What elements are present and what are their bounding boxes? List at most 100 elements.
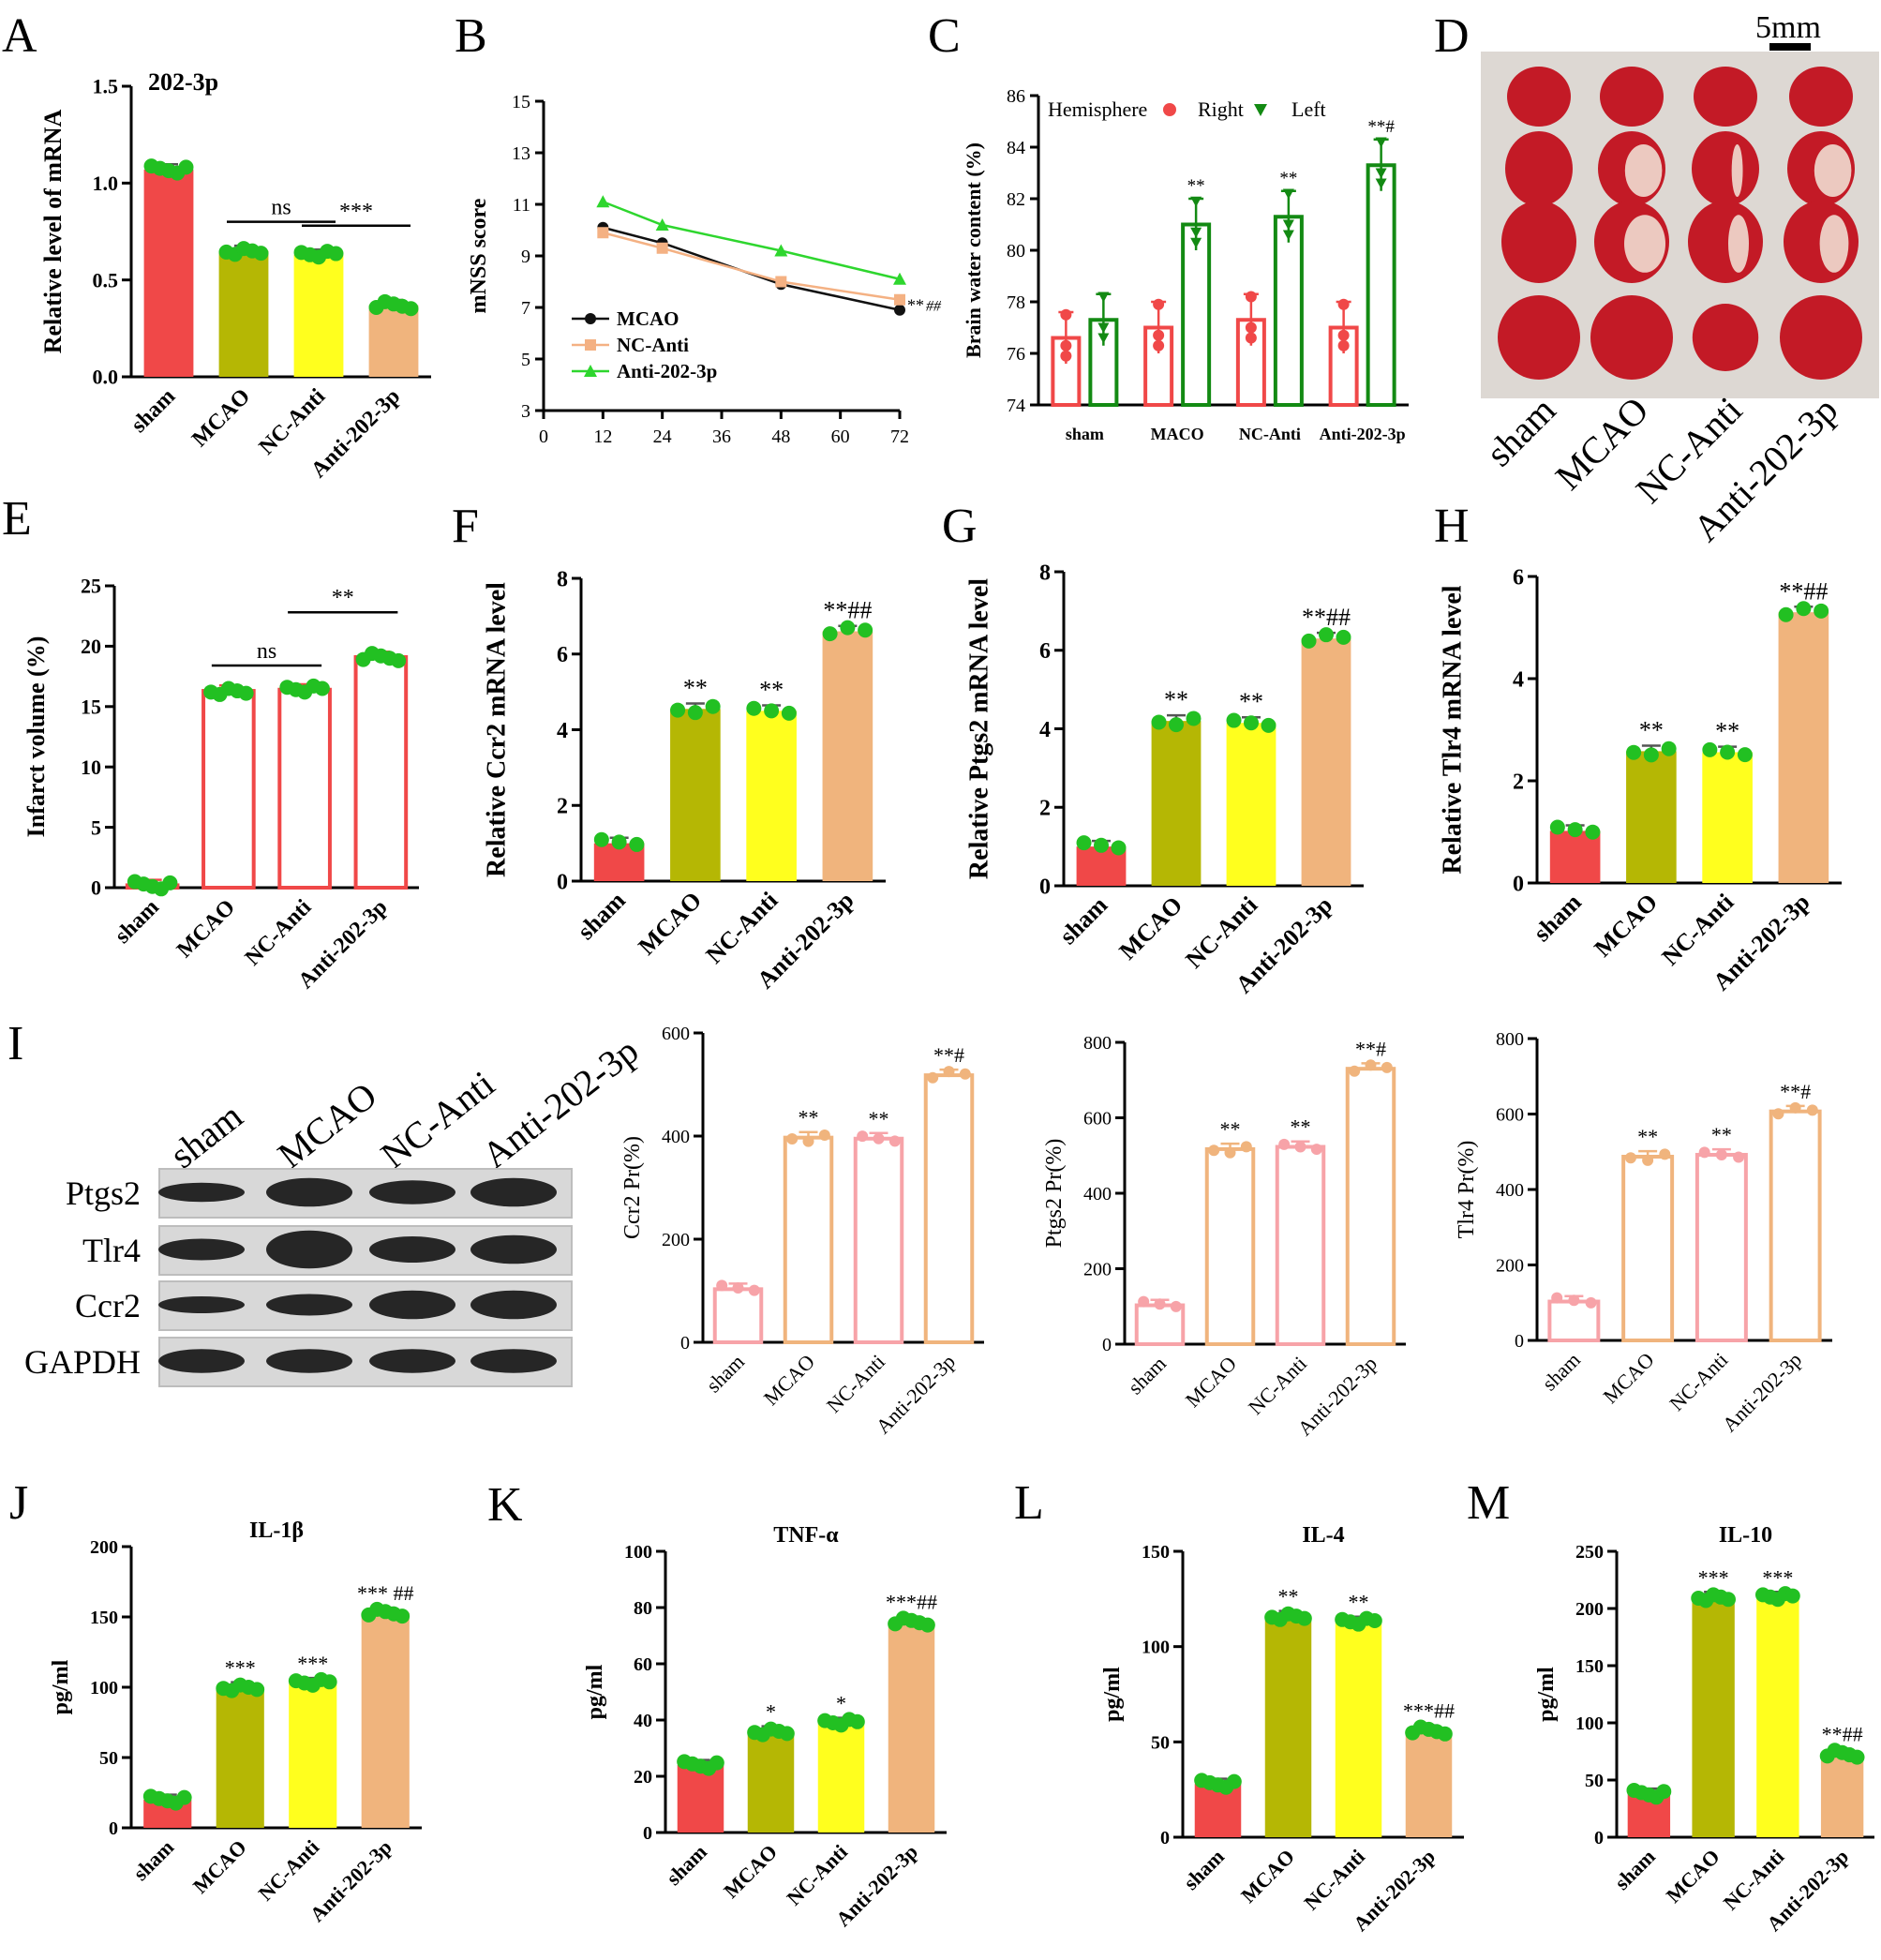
x-tick-label: 24 (653, 426, 672, 447)
bar-Anti-202-3p (1778, 612, 1829, 883)
y-tick-label: 1.0 (93, 172, 119, 195)
data-point (1190, 196, 1202, 207)
category-label: MCAO (1181, 1352, 1241, 1412)
series-point (775, 276, 787, 288)
comparison-label: ** (332, 586, 354, 610)
panel-letter-C: C (928, 9, 961, 63)
significance-mark: **## (1822, 1722, 1863, 1745)
y-axis-label: Ptgs2 Pr(%) (1042, 1139, 1067, 1249)
category-label: MCAO (759, 1350, 819, 1410)
legend-marker-left (1254, 104, 1267, 116)
significance-mark: ** (1278, 1585, 1299, 1608)
legend-marker (585, 339, 596, 351)
data-point (748, 1284, 760, 1296)
bar-NC-Anti (289, 1683, 337, 1828)
significance-mark: * (766, 1700, 776, 1724)
data-point (1336, 629, 1351, 645)
blot-row-label: Ptgs2 (66, 1175, 141, 1212)
data-point (1642, 1154, 1654, 1166)
y-axis-label: Relative Ptgs2 mRNA level (964, 578, 993, 879)
category-label: NC-Anti (1665, 1348, 1732, 1415)
data-point (781, 705, 797, 721)
bar-NC-Anti (1226, 723, 1276, 886)
series-point (596, 195, 610, 208)
data-point (1138, 1295, 1150, 1308)
category-label: sham (1124, 1352, 1172, 1399)
y-tick-label: 50 (1585, 1771, 1604, 1791)
data-point (1097, 292, 1110, 303)
chart-title: IL-1β (249, 1519, 304, 1543)
data-point (1778, 606, 1794, 622)
data-point (1060, 350, 1072, 362)
data-point (943, 1066, 955, 1078)
bar-sham (712, 1287, 764, 1344)
category-label: MCAO (1114, 891, 1188, 965)
significance-mark: **# (1780, 1080, 1811, 1103)
scale-bar (1769, 43, 1811, 51)
data-point (849, 1713, 865, 1729)
data-point (1381, 1061, 1393, 1073)
bar-MCAO (1151, 721, 1202, 886)
y-tick-label: 0.0 (93, 366, 119, 389)
significance-mark: ** (1187, 176, 1205, 196)
y-tick-label: 20 (634, 1767, 652, 1788)
data-point (779, 1726, 795, 1742)
data-point (1659, 1148, 1671, 1160)
significance-mark: ** (1164, 686, 1188, 713)
data-point (176, 1789, 192, 1805)
data-point (1296, 1610, 1312, 1626)
data-point (818, 1130, 830, 1142)
blot-row-label: Tlr4 (82, 1232, 141, 1269)
y-tick-label: 200 (1575, 1599, 1604, 1620)
blot-rows: Ptgs2 Tlr4 Ccr2 GAPDH (24, 1168, 573, 1387)
category-label: MCAO (1589, 889, 1663, 963)
significance-mark: *** (297, 1652, 328, 1675)
data-point (716, 1279, 728, 1292)
significance-mark: **# (1355, 1037, 1386, 1060)
panel-letter-A: A (2, 9, 37, 63)
data-point (1294, 1141, 1306, 1153)
blot-band (470, 1349, 557, 1373)
y-tick-label: 6 (1039, 639, 1051, 664)
data-point (1153, 298, 1165, 310)
data-point (1190, 237, 1202, 248)
y-tick-label: 0.5 (93, 268, 119, 292)
category-label: NC-Anti (1244, 1352, 1311, 1419)
bar-NC-Anti (1756, 1596, 1799, 1837)
data-point (1282, 230, 1294, 241)
category-label: sham (128, 1835, 178, 1885)
y-tick-label: 5 (91, 815, 101, 839)
data-point (1282, 219, 1294, 231)
data-point (1153, 339, 1165, 352)
blot-band (158, 1349, 245, 1373)
data-point (328, 246, 344, 262)
y-tick-label: 0 (680, 1333, 690, 1354)
data-point (1568, 1294, 1580, 1307)
chart-a-bar: 0.0 0.5 1.0 1.5 Relative level of mRNA 202-3p… (39, 68, 431, 483)
data-point (1784, 1588, 1800, 1604)
data-point (253, 246, 269, 262)
bar-Anti-202-3p (1820, 1753, 1864, 1837)
y-tick-label: 76 (1007, 344, 1025, 365)
panel-letter-D: D (1434, 9, 1470, 63)
bar-MCAO (1626, 751, 1677, 883)
brain-slice (1789, 67, 1853, 127)
blot-row-label: GAPDH (24, 1343, 141, 1381)
data-point (1789, 1101, 1801, 1114)
category-label: NC-Anti (1239, 425, 1301, 443)
category-label: sham (662, 1840, 711, 1890)
brain-slice (1498, 295, 1580, 380)
y-tick-label: 50 (99, 1748, 118, 1769)
bar-NC-Anti (817, 1723, 865, 1833)
series-point (597, 227, 609, 239)
y-axis-label: Relative Tlr4 mRNA level (1438, 585, 1467, 874)
brain-slice (1507, 67, 1571, 127)
category-label: sham (1179, 1845, 1229, 1894)
significance-mark: ** (1291, 1115, 1311, 1139)
bar-sham (677, 1765, 724, 1833)
data-point (629, 836, 645, 852)
y-tick-label: 15 (81, 696, 101, 719)
scale-label: 5mm (1755, 10, 1821, 45)
y-axis-label: pg/ml (49, 1659, 73, 1714)
